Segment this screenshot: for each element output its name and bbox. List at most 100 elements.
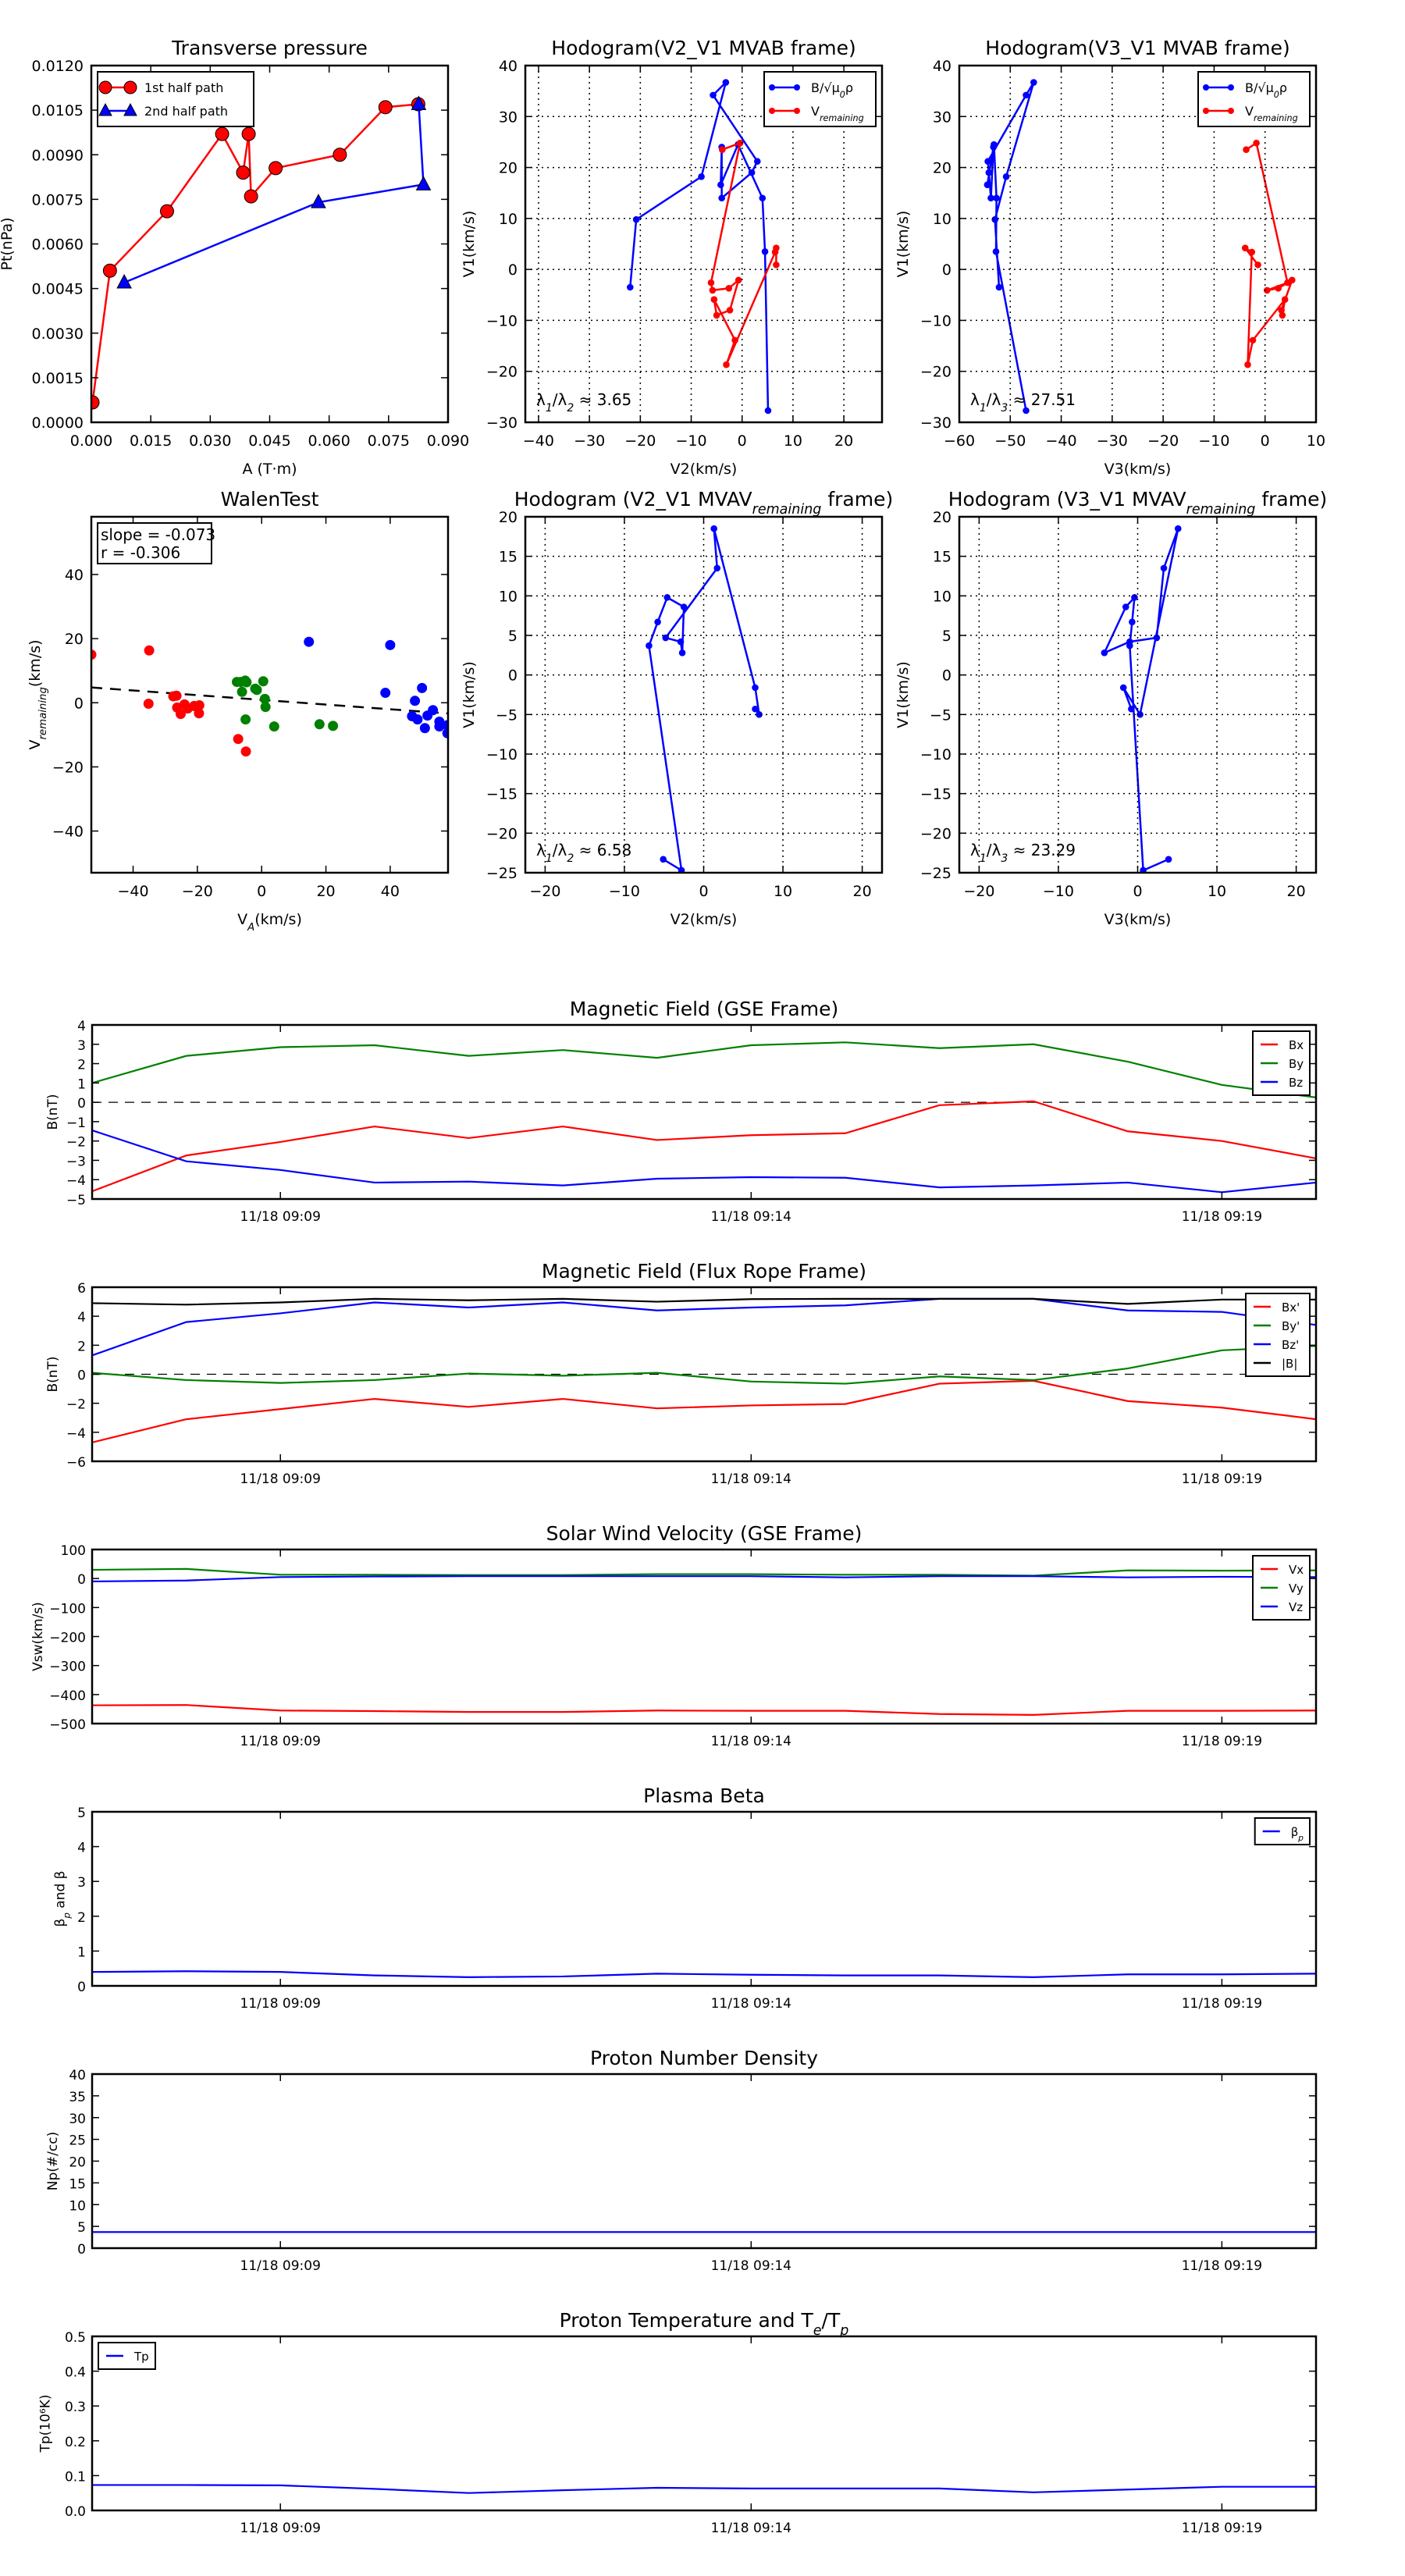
series-0 — [626, 79, 772, 415]
chart-walen-test: −40 −20 0 20 40 −40 −20 0 20 40 WalenTest VA(km/s) V… — [27, 488, 450, 934]
legend-label: Bz' — [1282, 1338, 1299, 1352]
legend: Bx' By' Bz' |B| — [1245, 1293, 1311, 1377]
legend-marker — [794, 108, 800, 114]
x-axis-label: V2(km/s) — [670, 911, 738, 928]
plot-area — [646, 525, 763, 873]
data-point-dot — [1174, 525, 1182, 532]
series-line — [123, 104, 425, 284]
data-point-dot — [761, 247, 769, 255]
data-point-dot — [663, 594, 671, 601]
data-point-dot — [707, 279, 715, 286]
x-tick-label: −10 — [675, 432, 706, 450]
y-tick-label: −4 — [66, 1173, 86, 1189]
data-point-circle — [159, 204, 174, 219]
x-tick-label: 20 — [834, 432, 853, 450]
x-tick-label: 20 — [853, 883, 872, 900]
chart-magnetic-field-flux-rope: 11/18 09:09 11/18 09:14 11/18 09:19 −6 −4 −2 0… — [45, 1260, 1318, 1487]
x-tick-label: 11/18 09:09 — [240, 2521, 321, 2536]
data-point-circle — [244, 189, 258, 204]
y-tick-label: 4 — [77, 1019, 86, 1034]
y-tick-label: 30 — [499, 109, 518, 126]
chart-hodogram-v3-v1-mvab: −60 −50 −40 −30 −20 −10 0 10 −30 −20 −10 0 10 20 30 40 H… — [895, 37, 1325, 478]
y-tick-label: 5 — [508, 628, 518, 645]
series-line — [648, 528, 760, 873]
legend-label: 1st half path — [144, 80, 223, 95]
data-point-dot — [764, 407, 772, 415]
y-tick-label: 20 — [65, 631, 84, 648]
legend: B/√μ0ρ Vremaining — [1197, 71, 1311, 127]
x-tick-label: 11/18 09:14 — [711, 1734, 791, 1749]
legend: Bx By Bz — [1252, 1030, 1311, 1096]
chart-title: Proton Temperature and Te/Tp — [560, 2309, 849, 2339]
y-tick-label: −2 — [66, 1135, 86, 1151]
y-tick-label: −4 — [66, 1426, 86, 1442]
x-axis-label: A (T·m) — [242, 461, 297, 478]
y-tick-label: 0.0060 — [32, 237, 84, 254]
data-point-dot — [1281, 296, 1289, 303]
x-tick-label: −30 — [574, 432, 605, 450]
data-point-dot — [1241, 244, 1249, 252]
y-tick-label: −2 — [66, 1397, 86, 1413]
y-tick-label: −400 — [49, 1688, 86, 1704]
series-1 — [92, 1567, 1316, 1577]
y-tick-label: 0 — [74, 695, 84, 712]
y-tick-label: 35 — [69, 2090, 86, 2105]
data-point-dot — [991, 215, 998, 223]
x-tick-label: 11/18 09:14 — [711, 2521, 791, 2536]
legend-label: 2nd half path — [144, 104, 228, 119]
data-point-circle — [215, 126, 229, 141]
series-line — [92, 1567, 1316, 1577]
scatter-point — [258, 676, 269, 687]
series-line — [92, 1297, 1316, 1306]
y-tick-label: −500 — [49, 1717, 86, 1733]
data-point-dot — [710, 525, 718, 532]
y-axis-label: V1(km/s) — [461, 211, 478, 278]
y-tick-label: 0.0000 — [32, 415, 84, 432]
y-tick-label: 0.0075 — [32, 191, 84, 208]
chart-title: WalenTest — [221, 488, 319, 511]
y-axis-label: Pt(nPa) — [0, 217, 16, 270]
x-tick-label: 0 — [738, 432, 747, 450]
x-tick-label: 11/18 09:19 — [1182, 1209, 1262, 1225]
legend: B/√μ0ρ Vremaining — [763, 71, 877, 127]
series-line — [92, 1970, 1316, 1978]
scatter-point — [171, 690, 182, 701]
data-point-dot — [710, 91, 717, 99]
legend-marker — [769, 108, 775, 114]
series-1 — [232, 675, 339, 732]
legend: Vx Vy Vz — [1252, 1555, 1311, 1621]
x-tick-label: 11/18 09:14 — [711, 1996, 791, 2012]
data-point-dot — [717, 181, 724, 189]
scatter-point — [251, 685, 262, 696]
y-tick-label: −10 — [486, 746, 518, 763]
data-point-dot — [992, 247, 1000, 255]
x-tick-label: −40 — [523, 432, 554, 450]
data-point-dot — [1101, 649, 1108, 656]
plot-area — [91, 636, 448, 757]
plot-area — [984, 79, 1296, 415]
data-point-dot — [752, 684, 759, 692]
data-point-dot — [698, 173, 705, 180]
x-tick-label: −20 — [1147, 432, 1179, 450]
data-point-dot — [626, 283, 634, 291]
series-1 — [92, 1041, 1316, 1099]
y-tick-label: −25 — [486, 865, 518, 882]
data-point-dot — [1254, 261, 1261, 269]
data-point-dot — [1131, 594, 1138, 601]
series-line — [92, 1345, 1316, 1385]
legend-item: By — [1261, 1057, 1304, 1071]
legend-marker — [123, 80, 137, 94]
legend-label: Bx' — [1282, 1300, 1300, 1315]
data-point-dot — [718, 194, 725, 202]
legend-label: Tp — [133, 2350, 149, 2364]
y-tick-label: −5 — [930, 706, 951, 724]
data-point-dot — [1165, 856, 1172, 863]
y-axis-label: Vsw(km/s) — [30, 1602, 46, 1671]
y-tick-label: 1 — [77, 1076, 86, 1092]
y-tick-label: −100 — [49, 1601, 86, 1617]
x-tick-label: 11/18 09:09 — [240, 1734, 321, 1749]
data-point-triangle — [311, 194, 326, 208]
data-point-dot — [752, 705, 759, 713]
x-tick-label: 0.090 — [427, 432, 469, 450]
x-tick-label: 40 — [381, 883, 400, 900]
